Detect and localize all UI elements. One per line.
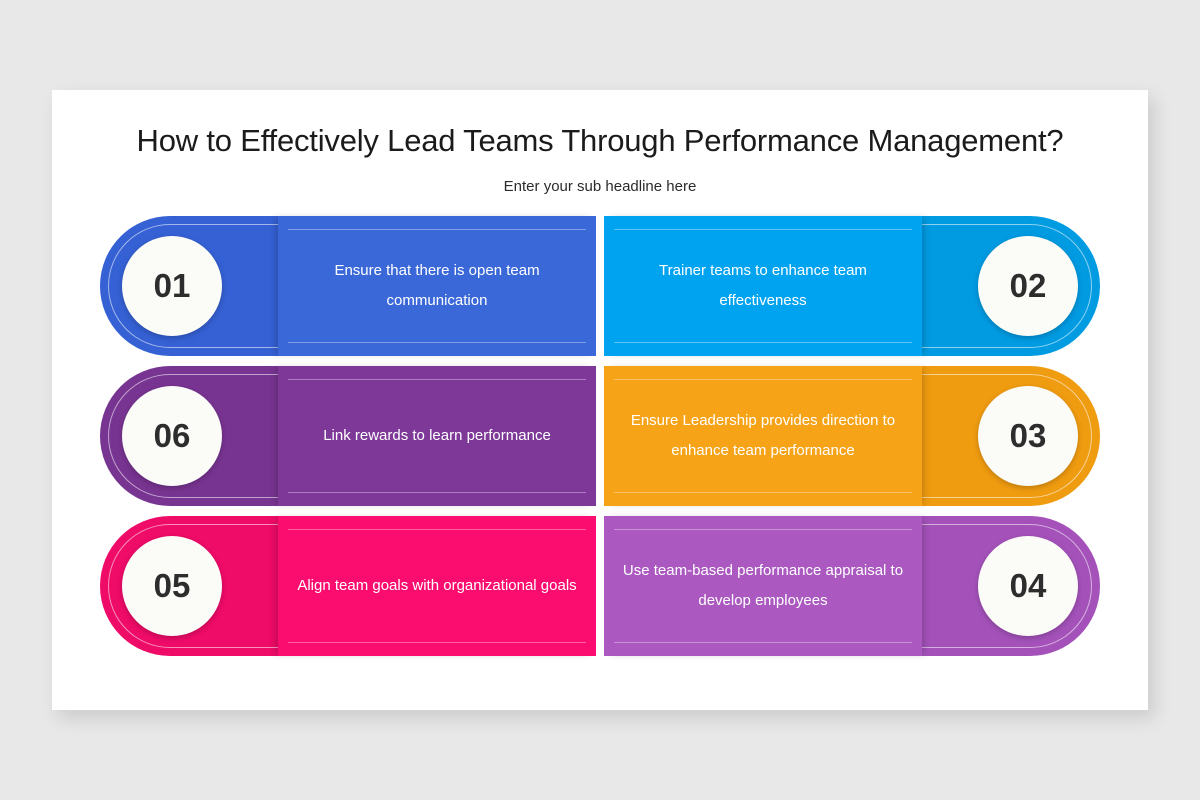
panel-highlight-bottom xyxy=(614,642,912,643)
info-panel: Use team-based performance appraisal to … xyxy=(604,516,922,656)
number-badge: 04 xyxy=(978,536,1078,636)
number-label: 06 xyxy=(153,417,191,454)
info-item-05[interactable]: Align team goals with organizational goa… xyxy=(100,516,596,656)
info-panel: Ensure Leadership provides direction to … xyxy=(604,366,922,506)
slide-headings: How to Effectively Lead Teams Through Pe… xyxy=(52,90,1148,195)
info-panel: Link rewards to learn performance xyxy=(278,366,596,506)
info-item-03[interactable]: Ensure Leadership provides direction to … xyxy=(604,366,1100,506)
number-badge: 06 xyxy=(122,386,222,486)
panel-highlight-top xyxy=(614,379,912,380)
info-text: Align team goals with organizational goa… xyxy=(297,577,577,594)
panel-highlight-bottom xyxy=(288,642,586,643)
info-text: Link rewards to learn performance xyxy=(323,427,551,444)
number-label: 05 xyxy=(153,567,191,604)
info-panel: Trainer teams to enhance team effectiven… xyxy=(604,216,922,356)
panel-highlight-top xyxy=(288,529,586,530)
info-item-06[interactable]: Link rewards to learn performance 06 xyxy=(100,366,596,506)
bar-row: Link rewards to learn performance 06 Ens… xyxy=(100,366,1100,506)
info-panel: Ensure that there is open team communica… xyxy=(278,216,596,356)
panel-highlight-bottom xyxy=(288,492,586,493)
number-label: 03 xyxy=(1009,417,1047,454)
info-text: Ensure that there is open team communica… xyxy=(334,262,540,309)
info-panel: Align team goals with organizational goa… xyxy=(278,516,596,656)
info-text: Ensure Leadership provides direction to … xyxy=(630,412,896,459)
number-label: 04 xyxy=(1009,567,1047,604)
panel-highlight-top xyxy=(614,529,912,530)
number-badge: 02 xyxy=(978,236,1078,336)
bar-row: Align team goals with organizational goa… xyxy=(100,516,1100,656)
panel-highlight-top xyxy=(614,229,912,230)
number-badge: 03 xyxy=(978,386,1078,486)
number-label: 01 xyxy=(153,267,191,304)
panel-highlight-bottom xyxy=(288,342,586,343)
info-text: Use team-based performance appraisal to … xyxy=(622,562,904,609)
number-label: 02 xyxy=(1009,267,1047,304)
panel-highlight-bottom xyxy=(614,342,912,343)
panel-highlight-bottom xyxy=(614,492,912,493)
panel-highlight-top xyxy=(288,229,586,230)
number-badge: 05 xyxy=(122,536,222,636)
info-text: Trainer teams to enhance team effectiven… xyxy=(659,262,867,309)
bar-row: Ensure that there is open team communica… xyxy=(100,216,1100,356)
number-badge: 01 xyxy=(122,236,222,336)
info-item-02[interactable]: Trainer teams to enhance team effectiven… xyxy=(604,216,1100,356)
page-subtitle: Enter your sub headline here xyxy=(503,177,697,195)
page-title: How to Effectively Lead Teams Through Pe… xyxy=(136,123,1064,158)
panel-highlight-top xyxy=(288,379,586,380)
slide-canvas: How to Effectively Lead Teams Through Pe… xyxy=(52,90,1148,710)
info-item-01[interactable]: Ensure that there is open team communica… xyxy=(100,216,596,356)
infographic-bars: Ensure that there is open team communica… xyxy=(100,216,1100,656)
info-item-04[interactable]: Use team-based performance appraisal to … xyxy=(604,516,1100,656)
